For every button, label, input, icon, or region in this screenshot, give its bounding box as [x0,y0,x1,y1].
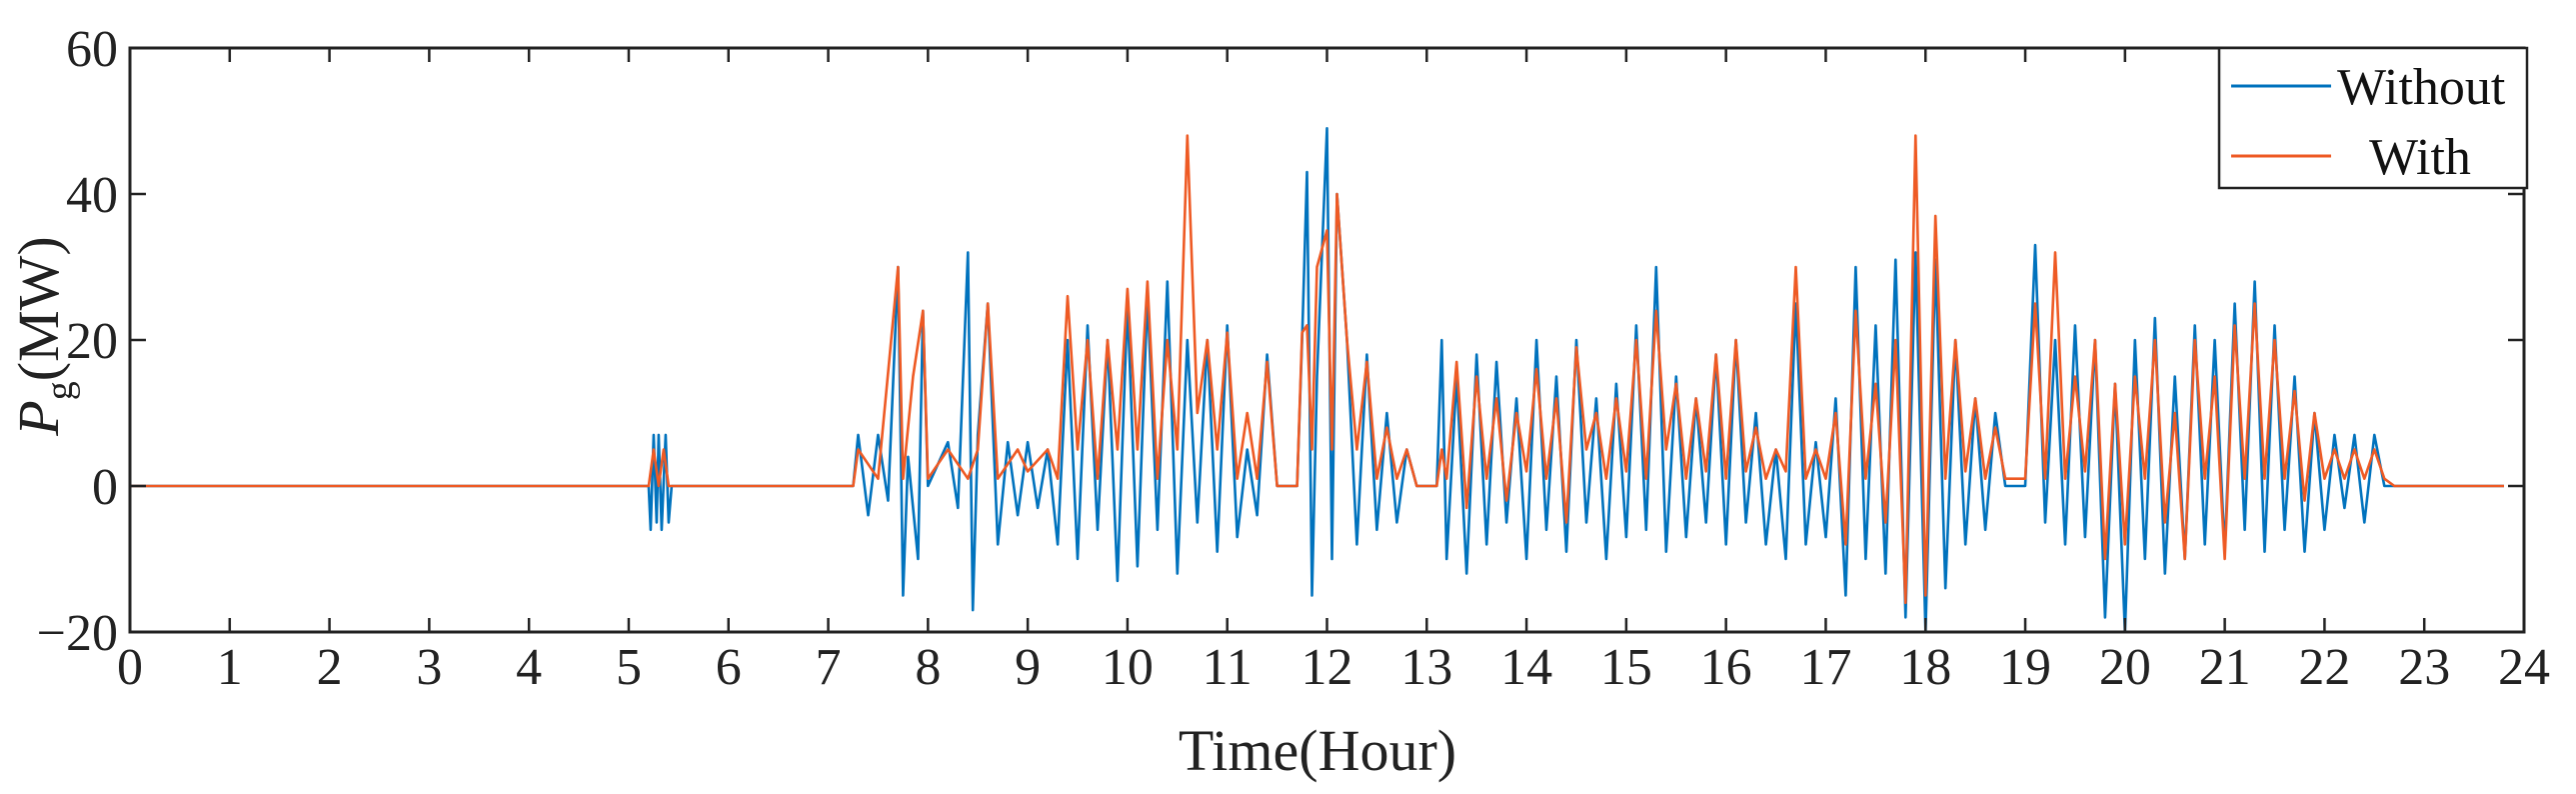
x-tick-label: 24 [2498,639,2550,696]
x-tick-label: 4 [516,639,542,696]
legend-box [2217,46,2529,190]
x-tick-label: 6 [716,639,742,696]
y-axis-label-main: P [6,400,71,436]
y-tick-label: 20 [66,313,118,370]
x-tick-label: 17 [1799,639,1851,696]
series-line-with [130,134,2504,605]
x-tick-label: 3 [416,639,442,696]
y-tick-label: −20 [37,605,118,662]
x-tick-label: 13 [1400,639,1452,696]
svg-text:Pg(MW): Pg(MW) [6,236,81,436]
x-tick-label: 15 [1600,639,1652,696]
y-tick-label: 0 [92,459,118,516]
x-tick-label: 14 [1500,639,1552,696]
x-tick-label: 16 [1700,639,1752,696]
y-axis-label-sub: g [39,381,81,400]
y-axis-label-unit: (MW) [6,236,71,381]
x-tick-label: 20 [2099,639,2151,696]
series-layer [130,127,2504,634]
x-tick-label: 8 [915,639,941,696]
x-tick-label: 1 [217,639,243,696]
x-tick-label: 7 [816,639,842,696]
x-tick-label: 22 [2298,639,2350,696]
x-tick-label: 23 [2398,639,2450,696]
y-tick-label: 60 [66,21,118,78]
x-tick-label: 19 [1999,639,2051,696]
ticks-layer: 0 1 2 3 4 5 6 7 8 9 10 11 12 13 14 15 16 17 18 19 20 21 22 23 24… [37,21,2550,696]
x-tick-label: 5 [616,639,642,696]
x-tick-label: 11 [1203,639,1253,696]
legend-label-without: Without [2337,59,2506,116]
x-axis-label: Time(Hour) [1179,718,1456,783]
x-tick-label: 0 [117,639,143,696]
y-tick-label: 40 [66,167,118,224]
x-tick-label: 18 [1899,639,1951,696]
y-axis-label: Pg(MW) [6,236,81,436]
legend-label-with: With [2369,129,2471,186]
x-tick-label: 10 [1102,639,1154,696]
x-tick-label: 2 [317,639,343,696]
legend: Without With [2217,46,2529,190]
x-tick-label: 21 [2199,639,2251,696]
x-tick-label: 12 [1301,639,1353,696]
x-tick-label: 9 [1015,639,1041,696]
